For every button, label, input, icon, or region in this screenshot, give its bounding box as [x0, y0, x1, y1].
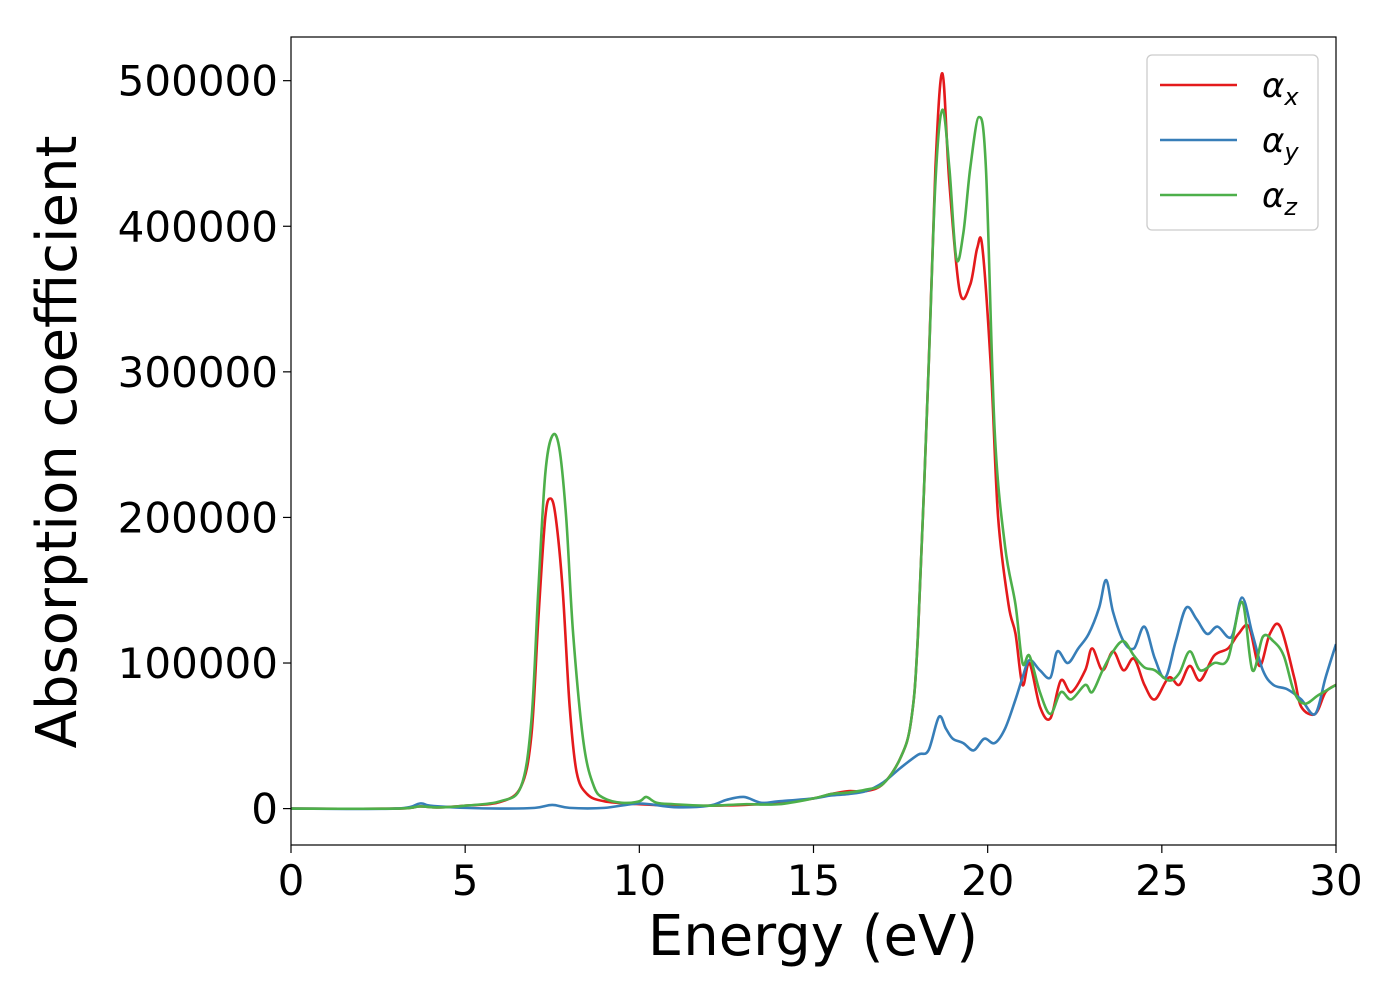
x-tick-label: 20 [961, 856, 1014, 905]
x-tick-label: 10 [613, 856, 666, 905]
y-tick-label: 300000 [118, 348, 278, 397]
y-axis-title: Absorption coefficient [25, 136, 90, 749]
y-axis-ticks: 0 100000 200000 300000 400000 500000 [118, 57, 291, 834]
y-tick-label: 400000 [118, 202, 278, 251]
legend-box [1146, 54, 1319, 231]
y-tick-label: 200000 [118, 493, 278, 542]
x-tick-label: 5 [452, 856, 479, 905]
series-line-alpha-x [291, 72, 1336, 811]
series-line-alpha-z [291, 108, 1336, 811]
x-axis-ticks: 0 5 10 15 20 25 30 [278, 845, 1363, 905]
x-tick-label: 30 [1309, 856, 1362, 905]
y-tick-label: 100000 [118, 639, 278, 688]
y-tick-label: 500000 [118, 57, 278, 106]
x-tick-label: 15 [787, 856, 840, 905]
x-tick-label: 25 [1135, 856, 1188, 905]
series-line-alpha-y [291, 578, 1336, 811]
y-tick-label: 0 [251, 785, 278, 834]
x-tick-label: 0 [278, 856, 305, 905]
x-axis-title: Energy (eV) [648, 904, 978, 969]
